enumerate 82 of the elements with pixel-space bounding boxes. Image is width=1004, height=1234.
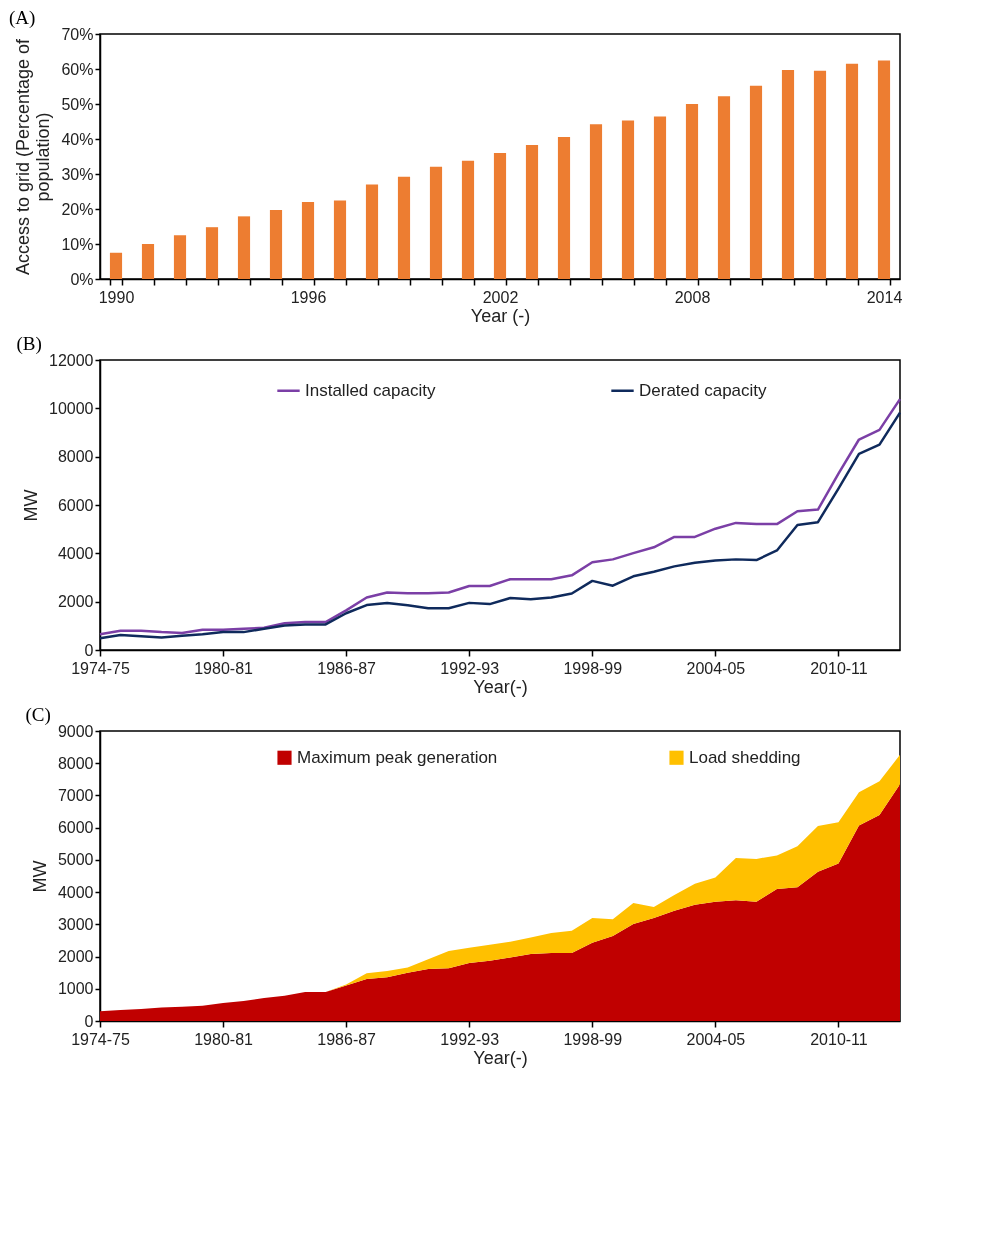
- bar: [749, 85, 763, 279]
- y-tick-label: 5000: [57, 851, 94, 869]
- bar: [173, 235, 187, 279]
- x-tick-label: 2014: [866, 288, 903, 306]
- bar: [589, 124, 603, 279]
- x-tick-label: 1986-87: [317, 659, 377, 677]
- bar: [877, 60, 891, 279]
- y-tick-label: 10000: [49, 399, 94, 417]
- y-tick-label: 2000: [57, 593, 94, 611]
- x-tick-label: 2008: [674, 288, 711, 306]
- y-axis-title: MW: [29, 860, 50, 893]
- x-tick-label: 2004-05: [686, 1030, 746, 1048]
- bar: [845, 63, 859, 279]
- bar: [365, 184, 379, 279]
- x-axis-title: Year(-): [473, 676, 528, 697]
- bar: [717, 96, 731, 279]
- y-tick-label: 4000: [57, 883, 94, 901]
- x-tick-label: 2004-05: [686, 659, 746, 677]
- bar: [781, 70, 795, 279]
- y-tick-label: 0: [84, 641, 94, 659]
- bar: [525, 144, 539, 279]
- y-axis-title: MW: [21, 489, 42, 522]
- y-tick-label: 6000: [57, 819, 94, 837]
- bar: [237, 216, 251, 279]
- bar: [333, 200, 347, 279]
- x-tick-label: 1974-75: [71, 1030, 130, 1048]
- x-tick-label: 1974-75: [71, 659, 130, 677]
- bar: [301, 202, 315, 279]
- y-tick-label: 70%: [61, 25, 94, 43]
- y-tick-label: 40%: [61, 130, 94, 148]
- bar: [557, 136, 571, 279]
- x-tick-label: 1992-93: [440, 659, 500, 677]
- x-tick-label: 2002: [482, 288, 519, 306]
- bar: [109, 252, 123, 279]
- bar: [269, 210, 283, 279]
- y-tick-label: 1000: [57, 980, 94, 998]
- legend-label: Load shedding: [689, 747, 801, 767]
- bar: [653, 116, 667, 279]
- x-tick-label: 2010-11: [810, 1030, 868, 1048]
- x-tick-label: 1986-87: [317, 1030, 377, 1048]
- y-tick-label: 4000: [57, 544, 94, 562]
- y-tick-label: 10%: [61, 235, 94, 253]
- y-tick-label: 9000: [57, 722, 94, 740]
- legend-label: Derated capacity: [639, 380, 768, 400]
- bar: [813, 70, 827, 279]
- x-tick-label: 1998-99: [563, 659, 623, 677]
- y-tick-label: 12000: [49, 351, 94, 369]
- y-tick-label: 7000: [57, 786, 94, 804]
- y-axis-title: Access to grid (Percentage of population): [13, 37, 54, 276]
- bar: [141, 244, 155, 279]
- legend-label: Maximum peak generation: [297, 747, 498, 767]
- x-tick-label: 1980-81: [194, 659, 254, 677]
- x-tick-label: 1990: [98, 288, 135, 306]
- y-tick-label: 60%: [61, 60, 94, 78]
- chart-title: (B): [16, 333, 42, 355]
- x-tick-label: 1998-99: [563, 1030, 623, 1048]
- bar: [429, 166, 443, 279]
- x-axis-title: Year(-): [473, 1047, 528, 1068]
- y-tick-label: 20%: [61, 200, 94, 218]
- chart-title: (A): [8, 7, 36, 29]
- bar: [397, 176, 411, 279]
- chart-title: (C): [25, 704, 51, 726]
- x-tick-label: 1996: [290, 288, 327, 306]
- x-tick-label: 1992-93: [440, 1030, 500, 1048]
- y-tick-label: 8000: [57, 448, 94, 466]
- y-tick-label: 3000: [57, 915, 94, 933]
- bar: [205, 227, 219, 279]
- bar: [493, 153, 507, 279]
- y-tick-label: 8000: [57, 754, 94, 772]
- y-tick-label: 50%: [61, 95, 94, 113]
- y-tick-label: 30%: [61, 165, 94, 183]
- x-tick-label: 1980-81: [194, 1030, 254, 1048]
- y-tick-label: 6000: [57, 496, 94, 514]
- bar: [685, 104, 699, 279]
- y-tick-label: 0: [84, 1012, 94, 1030]
- legend-label: Installed capacity: [305, 380, 436, 400]
- bar: [461, 160, 475, 279]
- x-axis-title: Year (-): [470, 305, 531, 326]
- y-tick-label: 0%: [70, 270, 94, 288]
- x-tick-label: 2010-11: [810, 659, 868, 677]
- bar: [621, 120, 635, 279]
- y-tick-label: 2000: [57, 948, 94, 966]
